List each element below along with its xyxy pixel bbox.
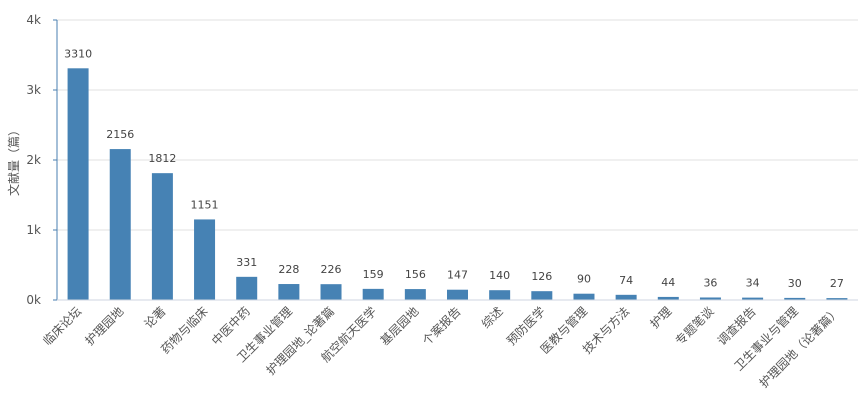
data-label: 156 <box>405 268 426 281</box>
bar[interactable] <box>531 291 553 300</box>
bar[interactable] <box>151 173 173 300</box>
y-tick-label: 4k <box>26 13 41 27</box>
bar[interactable] <box>742 297 764 300</box>
data-label: 2156 <box>106 128 134 141</box>
data-label: 3310 <box>64 47 92 60</box>
gridlines <box>57 19 858 231</box>
data-label: 126 <box>531 270 552 283</box>
data-label: 34 <box>746 277 760 290</box>
bars <box>67 68 848 300</box>
y-axis-label: 文献量（篇） <box>6 124 21 196</box>
data-label: 90 <box>577 273 591 286</box>
data-label: 226 <box>321 263 342 276</box>
bar[interactable] <box>489 290 511 300</box>
bar[interactable] <box>109 149 131 300</box>
bar[interactable] <box>67 68 89 300</box>
bar[interactable] <box>784 297 806 300</box>
x-tick-label: 专题笔谈 <box>672 304 717 349</box>
bar[interactable] <box>826 298 848 300</box>
data-label: 74 <box>619 274 633 287</box>
data-labels: 3310 2156 1812 1151 331 228 226 159 156 147 140 126… <box>64 47 844 290</box>
data-label: 1812 <box>148 152 176 165</box>
x-tick-label: 预防医学 <box>503 304 548 349</box>
y-tick-label: 2k <box>26 153 41 167</box>
bar[interactable] <box>362 288 384 300</box>
data-label: 228 <box>278 263 299 276</box>
data-label: 159 <box>363 268 384 281</box>
bar[interactable] <box>657 296 679 300</box>
data-label: 147 <box>447 269 468 282</box>
x-tick-label: 论著 <box>142 304 169 331</box>
bar[interactable] <box>573 293 595 300</box>
bar[interactable] <box>615 294 637 300</box>
x-tick-label: 基层园地 <box>378 304 422 348</box>
y-tick-label: 1k <box>26 223 41 237</box>
bar[interactable] <box>194 219 216 300</box>
x-tick-label: 综述 <box>479 304 506 331</box>
bar[interactable] <box>404 289 426 300</box>
bar[interactable] <box>320 284 342 300</box>
y-axis-ticks: 0k 1k 2k 3k 4k <box>26 13 57 307</box>
x-tick-label: 护理园地 <box>83 304 127 348</box>
y-tick-label: 0k <box>26 293 41 307</box>
bar[interactable] <box>699 297 721 300</box>
data-label: 331 <box>236 256 257 269</box>
y-tick-label: 3k <box>26 83 41 97</box>
data-label: 44 <box>661 276 675 289</box>
x-tick-label: 个案报告 <box>419 304 464 349</box>
data-label: 27 <box>830 277 844 290</box>
bar[interactable] <box>447 289 468 300</box>
x-tick-label: 护理园地（论著篇） <box>756 304 843 391</box>
x-tick-label: 中医中药 <box>208 304 253 349</box>
x-tick-label: 临床论坛 <box>40 304 84 348</box>
bar[interactable] <box>278 284 300 300</box>
data-label: 36 <box>703 276 717 289</box>
bar[interactable] <box>236 276 258 300</box>
data-label: 140 <box>489 269 510 282</box>
data-label: 1151 <box>191 198 219 211</box>
data-label: 30 <box>788 277 802 290</box>
x-tick-label: 调查报告 <box>714 304 759 349</box>
x-tick-label: 护理 <box>648 304 675 331</box>
